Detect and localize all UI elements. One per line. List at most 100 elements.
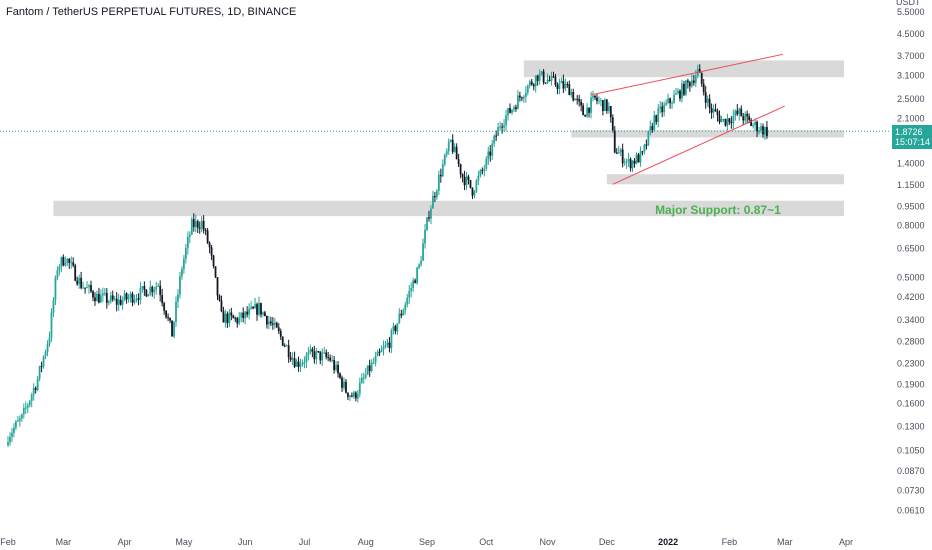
candle-body	[165, 310, 168, 318]
candle-body	[386, 342, 389, 345]
bar-countdown: 15:07:14	[895, 137, 931, 148]
candle-body	[325, 352, 328, 357]
candle-body	[84, 287, 86, 289]
candle-body	[287, 345, 290, 358]
candle-body	[66, 258, 69, 263]
candle-body	[92, 291, 94, 298]
candle-body	[109, 295, 112, 302]
candle-body	[129, 293, 132, 298]
candle-body	[667, 98, 670, 103]
candle-body	[216, 277, 219, 296]
candle-body	[550, 76, 553, 81]
candle-body	[327, 356, 330, 358]
candle-body	[465, 176, 468, 186]
candle-body	[408, 290, 411, 298]
candle-body	[740, 108, 743, 117]
y-tick-label: 0.1050	[897, 445, 925, 455]
candle-body	[341, 377, 343, 388]
candle-body	[159, 285, 162, 296]
annotations-layer: Major Support: 0.87~1	[655, 203, 781, 217]
candle-body	[493, 135, 496, 144]
candle-body	[356, 393, 359, 399]
candle-body	[526, 85, 529, 93]
candle-body	[392, 326, 395, 331]
candle-body	[208, 242, 211, 248]
candle-body	[36, 378, 39, 390]
time-axis[interactable]: Feb Mar Apr May Jun Jul Aug Sep Oct Nov Dec 2022 Feb…	[0, 537, 853, 547]
candle-body	[556, 85, 559, 89]
candle-body	[536, 75, 539, 81]
candle-body	[447, 141, 450, 152]
x-tick-label: Sep	[419, 537, 435, 547]
zone-rect	[523, 60, 845, 78]
candle-body	[105, 292, 108, 303]
candle-body	[406, 297, 409, 305]
candle-body	[430, 208, 432, 219]
candle-body	[96, 293, 98, 302]
candle-body	[54, 277, 57, 301]
candle-body	[343, 381, 345, 388]
candle-body	[437, 174, 440, 191]
candle-body	[42, 356, 45, 367]
candle-body	[495, 135, 498, 137]
candle-body	[639, 151, 642, 163]
candle-body	[137, 298, 140, 300]
candle-body	[594, 95, 596, 98]
candle-body	[60, 257, 63, 267]
candle-body	[169, 317, 171, 321]
candle-body	[295, 361, 298, 367]
candle-body	[416, 267, 419, 284]
candle-body	[469, 179, 472, 188]
candle-body	[671, 102, 673, 104]
candle-body	[645, 144, 648, 146]
candle-body	[32, 388, 35, 395]
candle-body	[88, 285, 90, 288]
candle-body	[149, 286, 152, 295]
candle-body	[609, 106, 612, 118]
candle-body	[505, 115, 507, 126]
candle-body	[659, 106, 662, 109]
candle-body	[313, 351, 316, 360]
candle-body	[600, 100, 602, 102]
candle-body	[301, 362, 304, 365]
candle-body	[153, 289, 156, 293]
candle-body	[250, 306, 252, 309]
candle-body	[702, 83, 705, 93]
candle-body	[681, 83, 683, 99]
candle-body	[291, 358, 294, 360]
last-price-value: 1.8726	[895, 127, 923, 138]
candle-body	[335, 364, 337, 371]
candle-body	[366, 365, 369, 375]
candle-body	[214, 266, 217, 278]
candle-body	[244, 311, 247, 319]
y-tick-label: 0.0610	[897, 506, 925, 516]
candle-body	[13, 427, 15, 433]
candle-body	[635, 154, 638, 164]
candle-body	[461, 174, 464, 177]
candle-body	[232, 315, 235, 319]
x-tick-label: May	[175, 537, 193, 547]
candle-body	[657, 108, 660, 122]
candle-body	[677, 90, 679, 94]
candle-body	[734, 110, 737, 116]
trendline	[590, 53, 783, 96]
candle-body	[586, 107, 588, 117]
candle-body	[76, 280, 79, 285]
candle-body	[181, 268, 183, 277]
candle-body	[426, 217, 428, 230]
candle-body	[238, 317, 241, 324]
candle-body	[663, 104, 666, 113]
candle-body	[748, 116, 751, 120]
candle-body	[744, 113, 747, 121]
candle-body	[574, 98, 577, 101]
candle-body	[641, 151, 644, 153]
trendline	[612, 105, 785, 185]
x-tick-label: Jul	[299, 537, 311, 547]
candle-body	[252, 306, 254, 309]
candle-body	[277, 327, 280, 332]
candle-body	[127, 297, 130, 300]
x-tick-label: Apr	[118, 537, 132, 547]
candle-body	[38, 366, 41, 379]
